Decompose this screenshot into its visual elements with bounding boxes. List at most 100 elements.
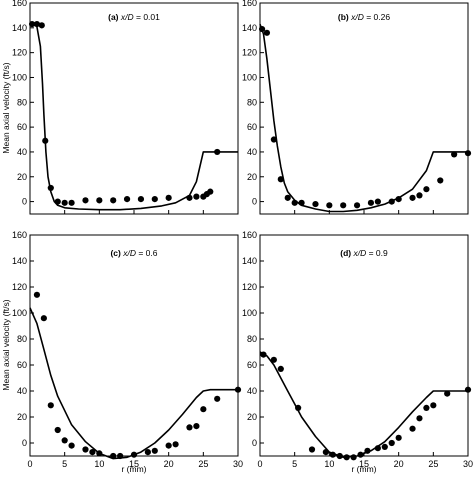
data-point <box>464 150 472 157</box>
panel-title: (d) x/D = 0.9 <box>340 248 388 258</box>
x-tick-label: 25 <box>428 459 438 469</box>
data-point <box>270 356 277 363</box>
y-tick-label: 0 <box>252 438 257 448</box>
y-axis-label: Mean axial velocity (ft/s) <box>1 299 11 390</box>
y-tick-label: 80 <box>247 97 257 107</box>
y-tick-label: 20 <box>17 172 27 182</box>
panel-c: (c) x/D = 0.6 Mean axial velocity (ft/s)… <box>1 230 243 474</box>
data-point <box>82 446 89 453</box>
data-point <box>61 437 68 444</box>
data-point <box>33 291 41 298</box>
data-point <box>308 446 316 453</box>
panel-title: (b) x/D = 0.26 <box>338 12 391 22</box>
data-point <box>186 424 193 431</box>
data-point <box>277 365 284 372</box>
data-point <box>409 194 416 201</box>
data-point <box>430 402 437 409</box>
data-point <box>284 194 291 201</box>
y-tick-label: 100 <box>12 308 27 318</box>
x-tick-label: 0 <box>257 459 262 469</box>
panel-b: (b) x/D = 0.26 0 20 40 60 80 100 120 140 160 <box>242 0 472 215</box>
model-curve <box>29 307 238 460</box>
x-axis-label: r (mm) <box>351 464 376 474</box>
y-axis-label: Mean axial velocity (ft/s) <box>1 62 11 153</box>
data-point <box>437 177 444 184</box>
model-curve <box>259 351 468 459</box>
panel-title-label: (b) <box>338 12 349 22</box>
panel-title-value: = 0.01 <box>136 12 160 22</box>
y-tick-label: 140 <box>12 256 27 266</box>
data-point <box>340 202 347 209</box>
data-point <box>214 395 221 402</box>
x-tick-label: 20 <box>164 459 174 469</box>
y-tick-label: 80 <box>17 97 27 107</box>
y-tick-label: 60 <box>247 360 257 370</box>
panel-title-value: = 0.26 <box>366 12 390 22</box>
y-tick-label: 140 <box>242 23 257 33</box>
panel-title-var: x/D <box>350 12 364 22</box>
data-point <box>82 197 89 204</box>
y-tick-label: 0 <box>22 438 27 448</box>
y-tick-label: 60 <box>17 122 27 132</box>
y-tick-label: 160 <box>12 230 27 240</box>
y-tick-label: 20 <box>17 412 27 422</box>
x-tick-label: 20 <box>394 459 404 469</box>
panel-title-label: (d) <box>340 248 351 258</box>
data-point <box>47 402 54 409</box>
y-tick-label: 140 <box>242 256 257 266</box>
y-tick-label: 140 <box>12 23 27 33</box>
y-tick-label: 20 <box>247 412 257 422</box>
panel-title: (a) x/D = 0.01 <box>108 12 160 22</box>
panel-title-var: x/D <box>122 248 136 258</box>
y-tick-label: 40 <box>247 147 257 157</box>
plot-marks: 0 20 40 60 80 100 120 140 160 <box>12 0 239 214</box>
y-tick-label: 160 <box>242 0 257 8</box>
y-tick-label: 40 <box>17 147 27 157</box>
plot-marks: 0 20 40 60 80 100 120 140 160 0 5 10 15 20 25 30 <box>242 230 473 469</box>
plot-marks: 0 20 40 60 80 100 120 140 160 0 5 10 15 20 25 30 <box>12 230 243 469</box>
y-tick-label: 100 <box>242 308 257 318</box>
y-tick-label: 80 <box>17 334 27 344</box>
data-point <box>416 192 423 199</box>
plot-frame <box>259 2 469 215</box>
x-tick-label: 25 <box>198 459 208 469</box>
x-tick-label: 10 <box>324 459 334 469</box>
data-point <box>165 442 172 449</box>
data-point <box>68 199 75 206</box>
data-point <box>61 199 68 206</box>
plot-frame <box>29 234 239 457</box>
data-point <box>451 151 458 158</box>
data-point <box>263 29 271 36</box>
panel-title-var: x/D <box>352 248 366 258</box>
y-tick-label: 60 <box>247 122 257 132</box>
y-tick-label: 40 <box>247 386 257 396</box>
data-point <box>444 390 451 397</box>
data-point <box>38 22 45 29</box>
data-point <box>409 425 416 432</box>
y-tick-label: 0 <box>252 197 257 207</box>
data-point <box>172 441 179 448</box>
panel-d: (d) x/D = 0.9 r (mm) 0204060801001201401… <box>242 230 473 474</box>
plot-marks: 0 20 40 60 80 100 120 140 160 <box>242 0 472 214</box>
data-point <box>395 434 402 441</box>
data-point <box>54 426 61 434</box>
data-point <box>200 406 207 413</box>
data-point <box>96 197 103 204</box>
plot-frame <box>259 234 469 457</box>
data-point <box>464 386 472 393</box>
y-tick-label: 20 <box>247 172 257 182</box>
data-point <box>89 449 96 456</box>
panel-a: (a) x/D = 0.01 Mean axial velocity (ft/s… <box>1 0 239 215</box>
x-tick-label: 15 <box>359 459 369 469</box>
model-curve <box>259 23 468 213</box>
data-point <box>207 188 214 195</box>
y-tick-label: 100 <box>242 72 257 82</box>
y-tick-label: 0 <box>22 197 27 207</box>
data-point <box>68 442 75 449</box>
x-tick-label: 5 <box>292 459 297 469</box>
data-point <box>374 198 381 205</box>
y-tick-label: 40 <box>17 386 27 396</box>
panel-title-var: x/D <box>120 12 134 22</box>
y-tick-label: 60 <box>17 360 27 370</box>
